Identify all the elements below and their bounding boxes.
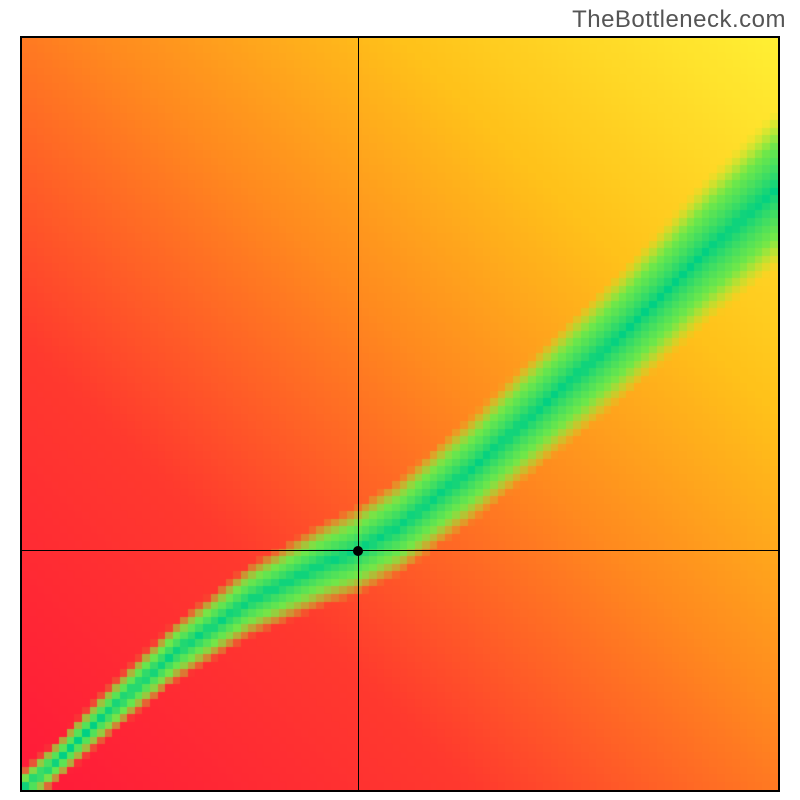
watermark-text: TheBottleneck.com xyxy=(572,6,786,34)
plot-frame xyxy=(20,36,780,792)
chart-container: TheBottleneck.com xyxy=(0,0,800,800)
heatmap-canvas xyxy=(22,38,778,790)
